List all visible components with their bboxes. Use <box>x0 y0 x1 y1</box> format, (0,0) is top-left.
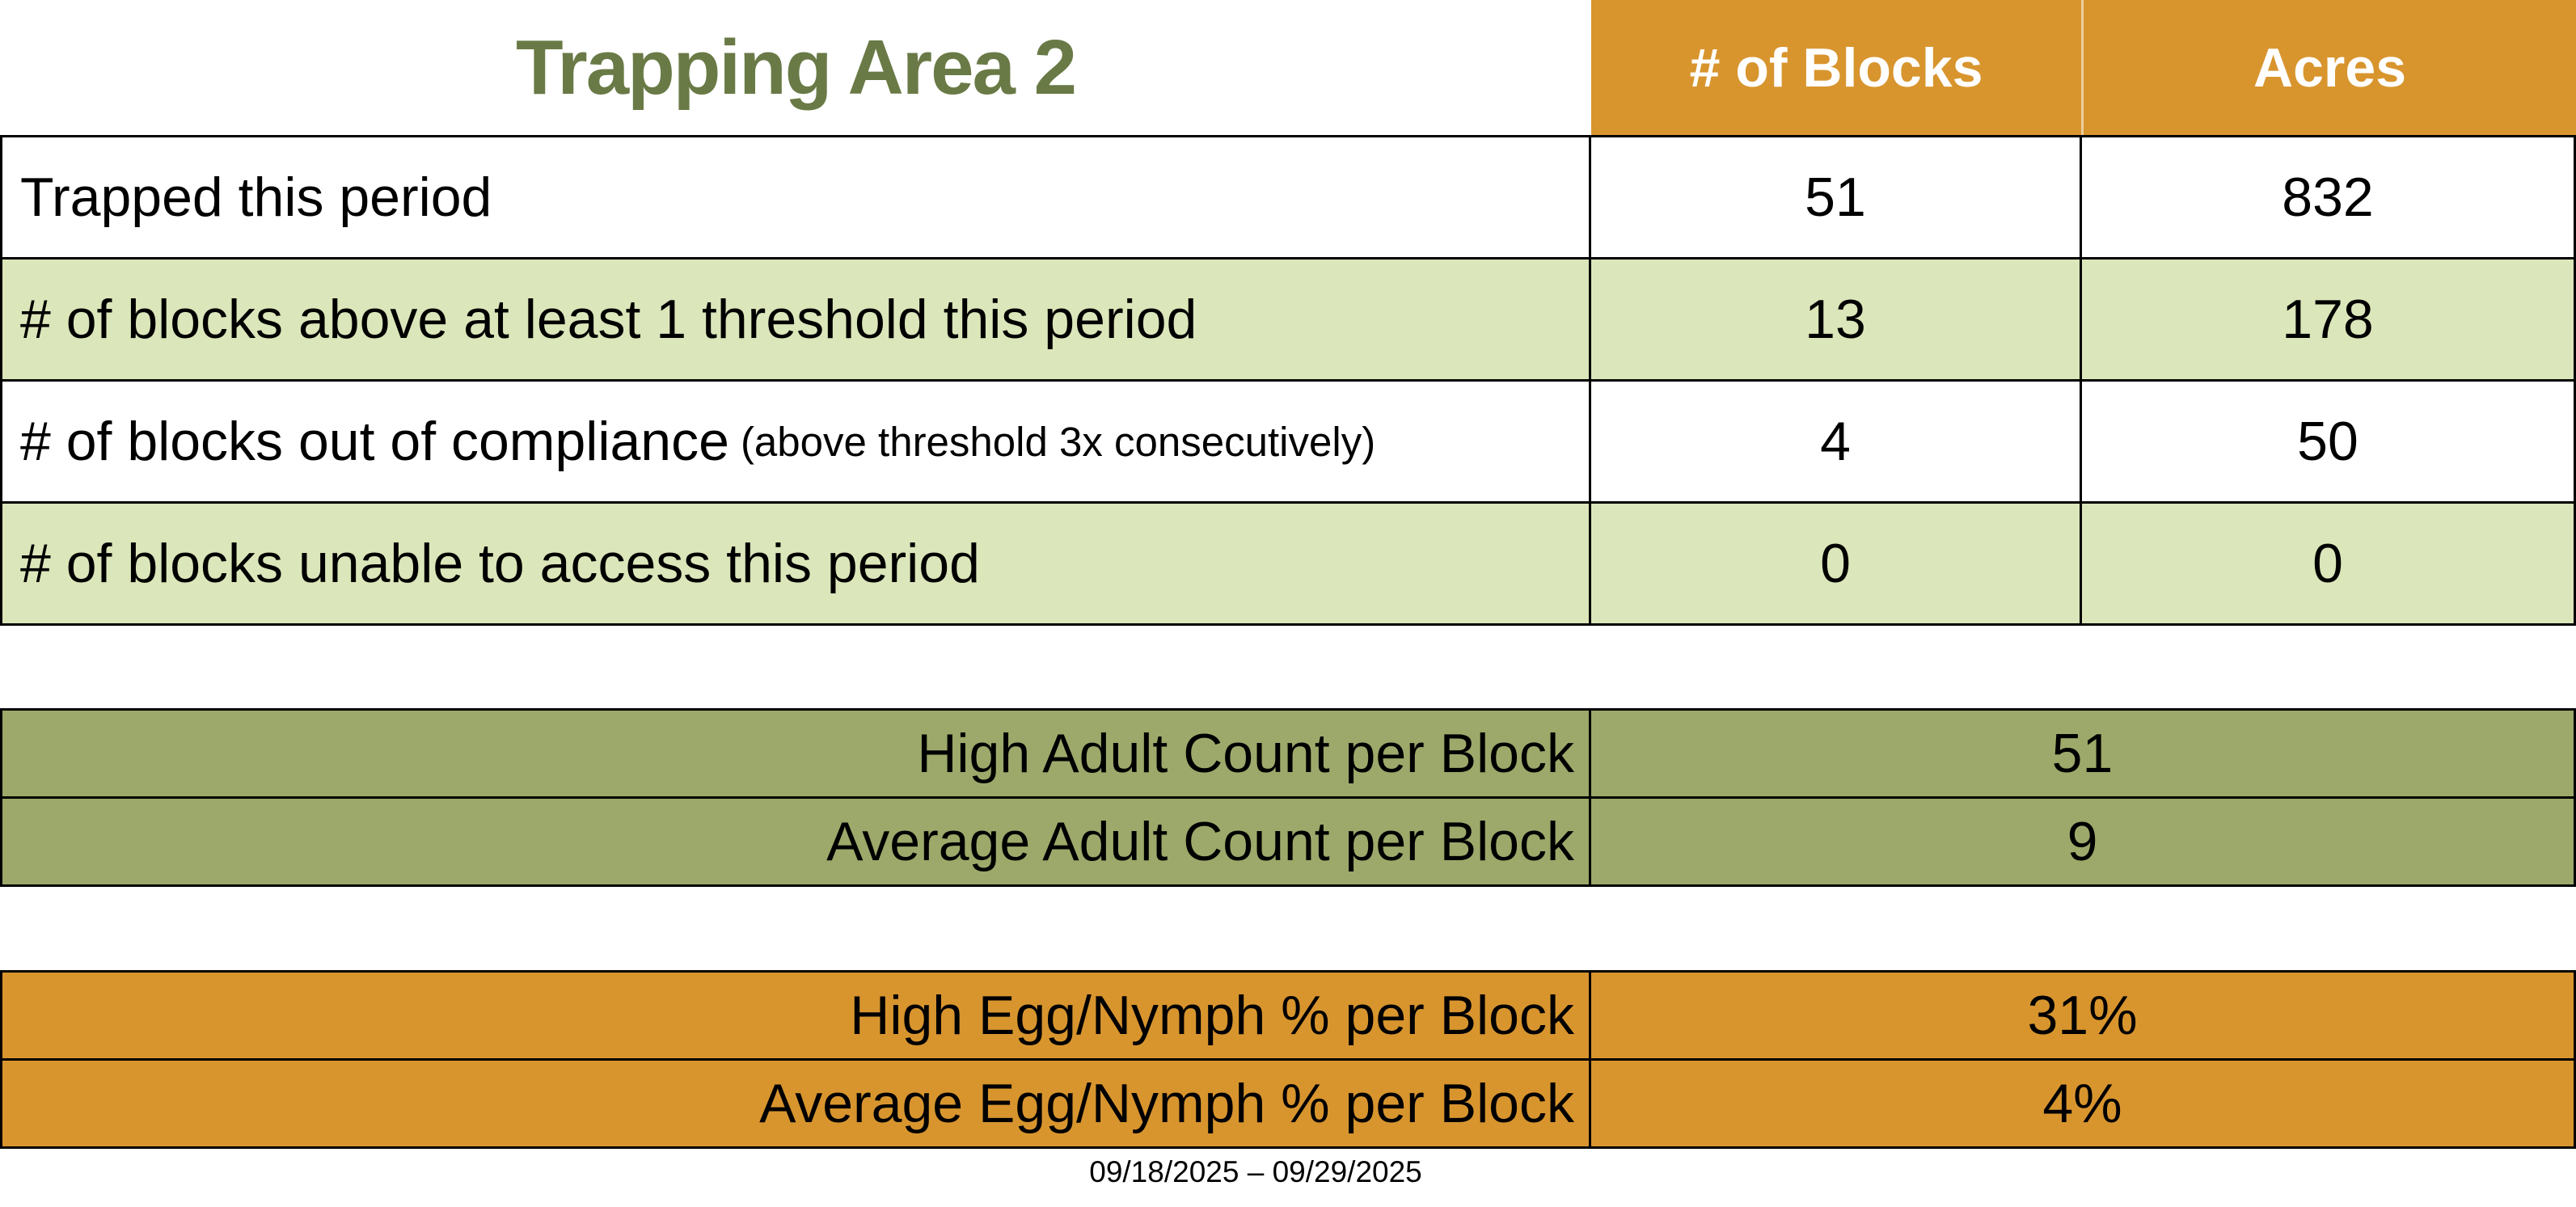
row-value: 31% <box>1591 973 2574 1058</box>
adult-count-table: High Adult Count per Block 51 Average Ad… <box>0 708 2576 887</box>
row-label: # of blocks unable to access this period <box>20 533 980 594</box>
row-value: 4% <box>1591 1061 2574 1146</box>
summary-table-body: Trapped this period 51 832 # of blocks a… <box>0 135 2576 626</box>
egg-nymph-table: High Egg/Nymph % per Block 31% Average E… <box>0 970 2576 1149</box>
acres-value: 50 <box>2082 382 2574 501</box>
table-row-label: Trapped this period <box>2 137 1589 257</box>
acres-value: 178 <box>2082 260 2574 379</box>
row-label: High Adult Count per Block <box>2 711 1589 796</box>
blocks-value: 13 <box>1591 260 2080 379</box>
table-row-label: # of blocks above at least 1 threshold t… <box>2 260 1589 379</box>
acres-value: 0 <box>2082 504 2574 623</box>
column-header-blocks-label: # of Blocks <box>1689 36 1983 99</box>
column-header-acres-label: Acres <box>2253 36 2407 99</box>
table-row-label: # of blocks out of compliance (above thr… <box>2 382 1589 501</box>
blocks-value: 4 <box>1591 382 2080 501</box>
row-value: 9 <box>1591 799 2574 884</box>
table-row-label: # of blocks unable to access this period <box>2 504 1589 623</box>
row-label: Trapped this period <box>20 167 492 228</box>
row-label: # of blocks above at least 1 threshold t… <box>20 289 1197 350</box>
page-title: Trapping Area 2 <box>516 23 1077 111</box>
date-range: 09/18/2025 – 09/29/2025 <box>1089 1155 1422 1188</box>
title-cell: Trapping Area 2 <box>0 0 1591 135</box>
row-note: (above threshold 3x consecutively) <box>740 418 1376 465</box>
summary-table-header: Trapping Area 2 # of Blocks Acres <box>0 0 2576 135</box>
row-label: # of blocks out of compliance <box>20 411 729 472</box>
blocks-value: 0 <box>1591 504 2080 623</box>
blocks-value: 51 <box>1591 137 2080 257</box>
acres-value: 832 <box>2082 137 2574 257</box>
column-header-acres: Acres <box>2081 0 2576 135</box>
row-label: Average Adult Count per Block <box>2 799 1589 884</box>
row-label: Average Egg/Nymph % per Block <box>2 1061 1589 1146</box>
row-label: High Egg/Nymph % per Block <box>2 973 1589 1058</box>
row-value: 51 <box>1591 711 2574 796</box>
column-header-blocks: # of Blocks <box>1591 0 2081 135</box>
